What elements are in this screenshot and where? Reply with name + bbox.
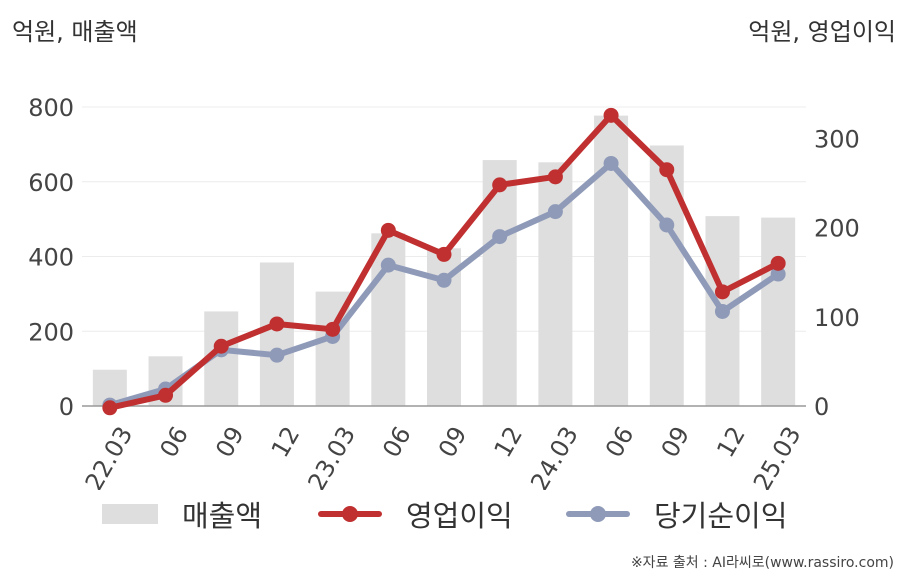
legend-label-operating-profit: 영업이익 (406, 499, 513, 533)
left-axis-tick-label: 600 (28, 169, 74, 197)
point-net-income (436, 272, 452, 288)
x-axis-tick-label: 24.03 (525, 422, 584, 490)
x-axis-tick-label: 25.03 (748, 422, 807, 490)
legend-swatch-net-income (566, 504, 630, 524)
left-axis-tick-label: 800 (28, 94, 74, 122)
x-axis-tick-label: 09 (210, 422, 250, 462)
point-operating-profit (547, 169, 563, 185)
point-operating-profit (325, 321, 341, 337)
x-axis-tick-label: 06 (154, 422, 194, 462)
bar-revenue (649, 145, 684, 406)
right-axis-tick-label: 100 (814, 304, 860, 332)
point-operating-profit (213, 338, 229, 354)
point-operating-profit (603, 107, 619, 123)
point-net-income (770, 266, 786, 282)
point-operating-profit (436, 246, 452, 262)
bar-revenue (761, 217, 796, 406)
x-axis-tick-label: 06 (600, 422, 640, 462)
point-operating-profit (158, 387, 174, 403)
legend-label-net-income: 당기순이익 (654, 499, 788, 533)
x-axis-tick-label: 09 (433, 422, 473, 462)
x-axis-tick-label: 12 (266, 422, 306, 462)
point-operating-profit (492, 177, 508, 193)
right-axis-tick-label: 300 (814, 126, 860, 154)
point-net-income (659, 217, 675, 233)
x-axis-tick-label: 23.03 (302, 422, 361, 490)
point-net-income (714, 303, 730, 319)
x-axis-tick-label: 09 (656, 422, 696, 462)
legend-item-net-income: 당기순이익 (566, 494, 787, 534)
bar-revenue (259, 262, 294, 406)
left-axis-unit: 억원, 매출액 (12, 18, 138, 46)
legend-swatch-revenue (102, 504, 158, 524)
point-operating-profit (269, 316, 285, 332)
legend-item-operating-profit: 영업이익 (318, 494, 513, 534)
legend-label-revenue: 매출액 (182, 499, 263, 533)
point-net-income (269, 347, 285, 363)
point-net-income (492, 229, 508, 245)
right-axis-unit: 억원, 영업이익 (748, 18, 896, 46)
left-axis-tick-label: 200 (28, 318, 74, 346)
point-operating-profit (102, 400, 118, 416)
left-axis-tick-label: 0 (59, 393, 74, 421)
point-operating-profit (380, 222, 396, 238)
x-axis-tick-label: 12 (489, 422, 529, 462)
legend-swatch-operating-profit (318, 504, 382, 524)
point-net-income (603, 155, 619, 171)
x-axis-tick-label: 22.03 (80, 422, 139, 490)
point-net-income (547, 204, 563, 220)
x-axis-tick-label: 12 (711, 422, 751, 462)
point-operating-profit (770, 255, 786, 271)
x-axis-tick-label: 06 (377, 422, 417, 462)
source-note: ※자료 출처 : AI라씨로(www.rassiro.com) (630, 555, 894, 571)
legend-item-revenue: 매출액 (102, 494, 262, 534)
right-axis-tick-label: 0 (814, 393, 829, 421)
point-net-income (380, 257, 396, 273)
right-axis-tick-label: 200 (814, 215, 860, 243)
point-operating-profit (714, 284, 730, 300)
left-axis-tick-label: 400 (28, 244, 74, 272)
point-operating-profit (659, 162, 675, 178)
